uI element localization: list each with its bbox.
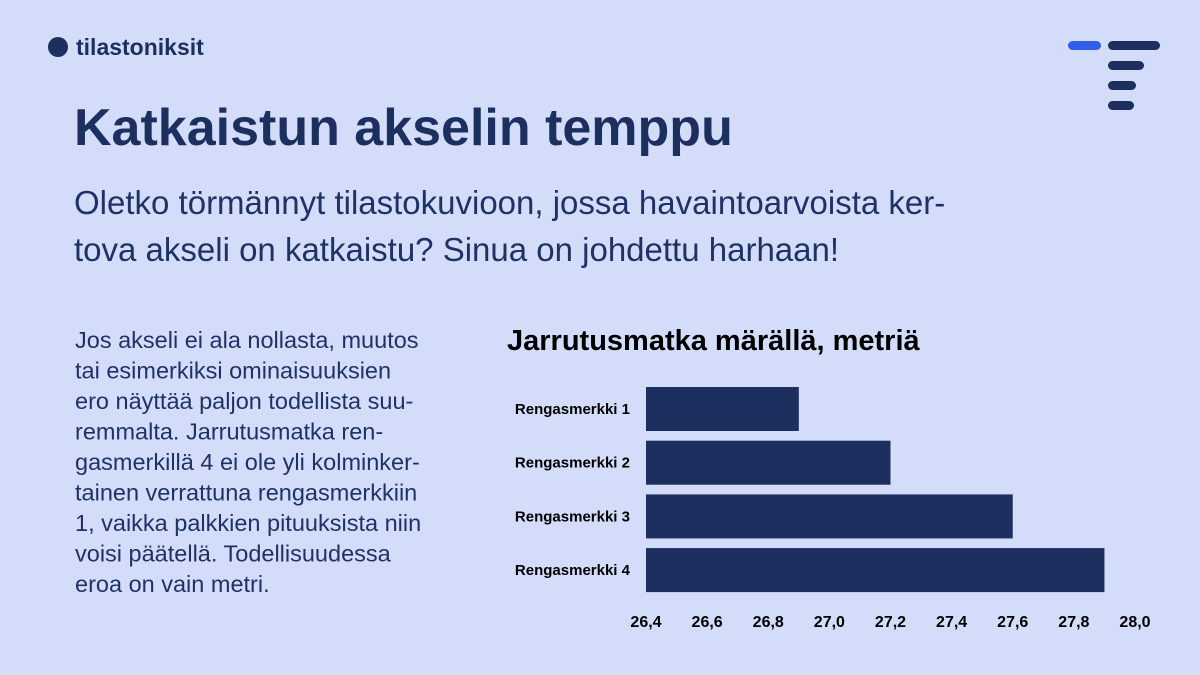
- bar: [646, 548, 1105, 593]
- bar: [646, 494, 1013, 539]
- body-line: 1, vaikka palkkien pituuksista niin: [75, 510, 421, 536]
- chart: 26,4 26,6 26,8 27,0 27,2 27,4 27,6 27,8 28,0 Reng…: [515, 387, 1151, 631]
- body-line: tainen verrattuna rengasmerkkiin: [75, 480, 417, 506]
- x-tick-label: 26,6: [692, 614, 723, 631]
- subtitle-line: Oletko törmännyt tilastokuvioon, jossa h…: [74, 184, 945, 221]
- bar: [646, 440, 891, 485]
- body-line: ero näyttää paljon todellista suu-: [75, 388, 413, 414]
- body-line: eroa on vain metri.: [75, 571, 270, 597]
- brand-dot: [48, 37, 68, 57]
- subtitle-line: tova akseli on katkaistu? Sinua on johde…: [74, 231, 839, 268]
- text-block: Oletko törmännyt tilastokuvioon, jossa h…: [74, 184, 945, 597]
- logo-bar: [1068, 41, 1101, 50]
- logo-bar: [1108, 41, 1160, 50]
- brand: tilastoniksit: [76, 34, 204, 60]
- logo-bar: [1108, 61, 1144, 70]
- y-tick-label: Rengasmerkki 4: [515, 562, 631, 579]
- y-tick-label: Rengasmerkki 1: [515, 401, 630, 418]
- x-tick-label: 26,4: [630, 614, 661, 631]
- x-tick-label: 27,8: [1058, 614, 1089, 631]
- bar: [646, 387, 799, 431]
- chart-title: Jarrutusmatka märällä, metriä: [507, 325, 921, 357]
- body-line: tai esimerkiksi ominaisuuksien: [75, 358, 391, 384]
- logo-bar: [1108, 101, 1134, 110]
- body-line: voisi päätellä. Todellisuudessa: [75, 541, 392, 567]
- x-tick-label: 27,6: [997, 614, 1028, 631]
- x-tick-label: 26,8: [753, 614, 784, 631]
- body-line: Jos akseli ei ala nollasta, muutos: [75, 327, 419, 353]
- logo: [1068, 41, 1160, 110]
- x-tick-label: 28,0: [1119, 614, 1150, 631]
- body-line: gasmerkillä 4 ei ole yli kolminker-: [75, 449, 420, 475]
- y-tick-label: Rengasmerkki 2: [515, 455, 630, 472]
- title: Katkaistun akselin temppu: [74, 99, 733, 157]
- y-tick-label: Rengasmerkki 3: [515, 508, 630, 525]
- logo-bar: [1108, 81, 1136, 90]
- x-tick-label: 27,0: [814, 614, 845, 631]
- x-tick-label: 27,4: [936, 614, 967, 631]
- x-tick-label: 27,2: [875, 614, 906, 631]
- body-line: remmalta. Jarrutusmatka ren-: [75, 419, 383, 445]
